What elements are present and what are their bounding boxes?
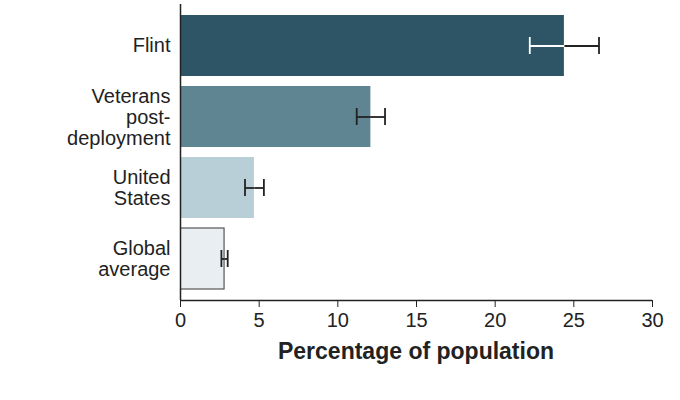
- svg-text:5: 5: [254, 309, 265, 331]
- svg-text:0: 0: [175, 309, 186, 331]
- svg-text:20: 20: [484, 309, 506, 331]
- svg-text:15: 15: [405, 309, 427, 331]
- svg-text:Globalaverage: Globalaverage: [98, 237, 170, 280]
- svg-text:Veteranspost-deployment: Veteranspost-deployment: [67, 85, 171, 149]
- html-text:Percentage of population: Percentage of population: [278, 338, 554, 364]
- svg-text:25: 25: [563, 309, 585, 331]
- svg-text:UnitedStates: UnitedStates: [113, 166, 171, 209]
- svg-text:30: 30: [641, 309, 663, 331]
- svg-text:10: 10: [327, 309, 349, 331]
- svg-text:Flint: Flint: [133, 34, 171, 56]
